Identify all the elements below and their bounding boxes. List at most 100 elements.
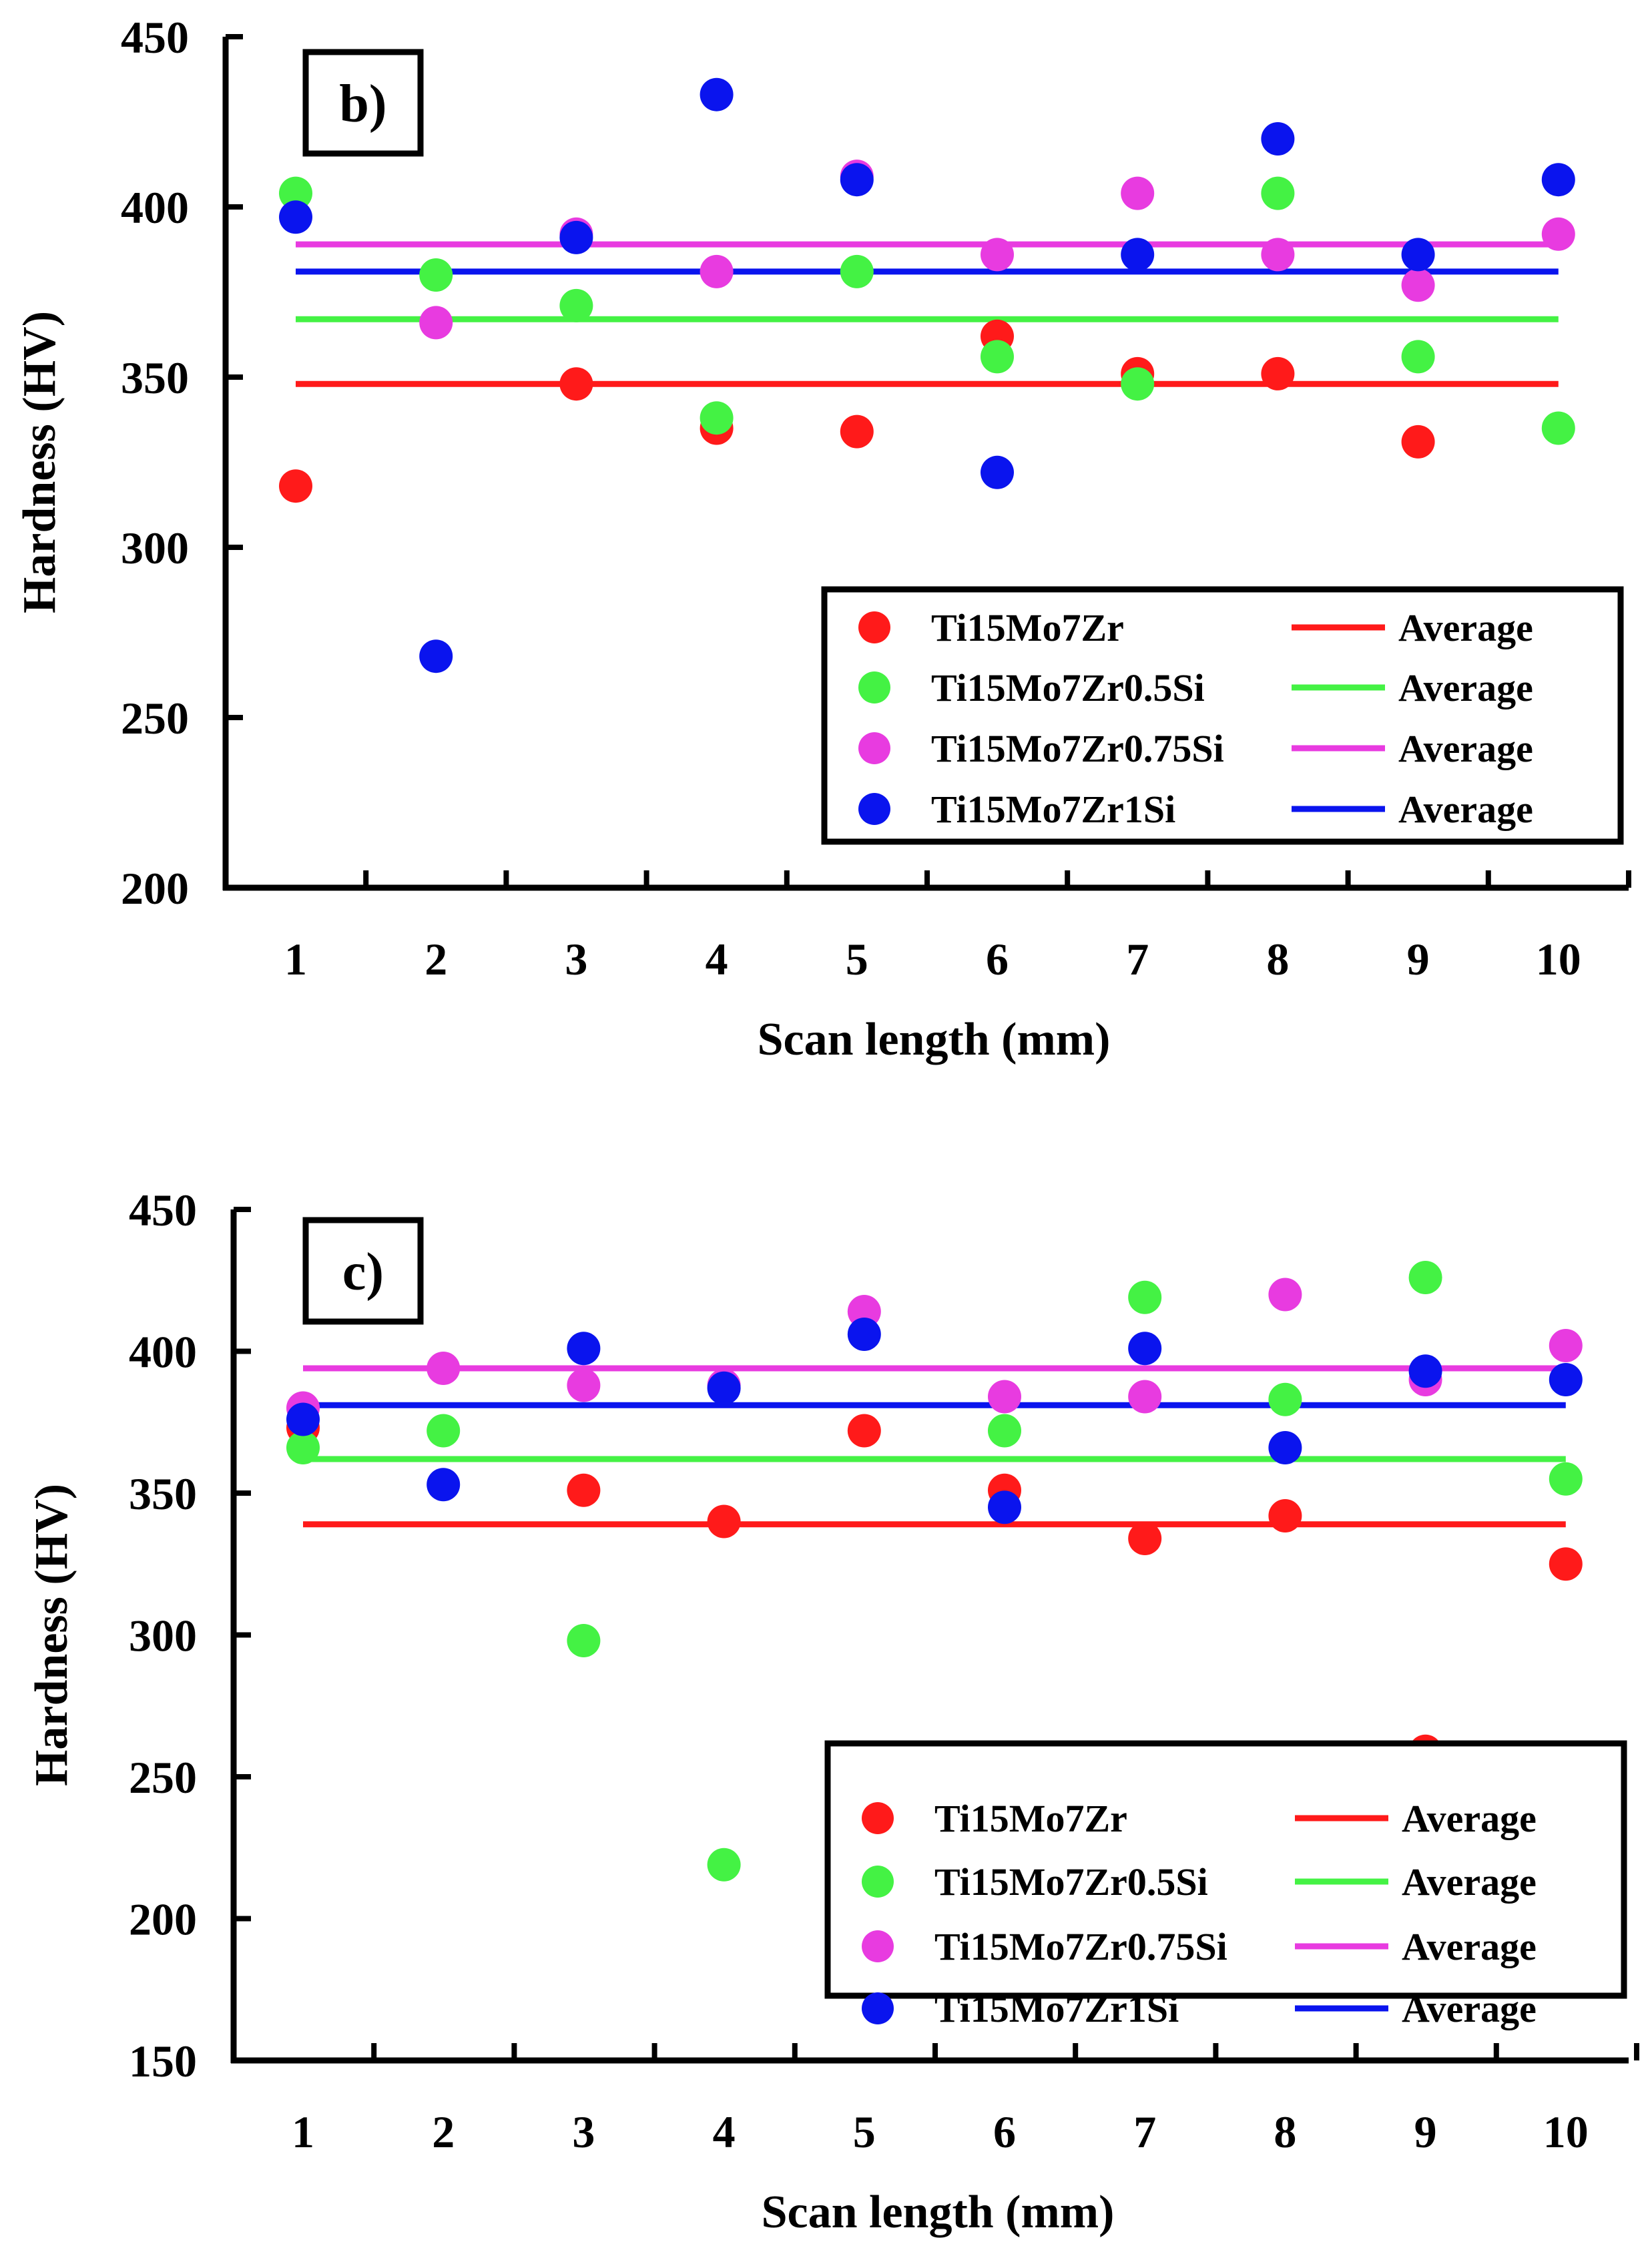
point-Ti15Mo7Zr1Si-7 [1128, 1332, 1162, 1366]
point-Ti15Mo7Zr-4 [707, 1504, 741, 1538]
y-tick-label: 400 [121, 182, 189, 233]
y-axis-title: Hardness (HV) [26, 1484, 77, 1786]
point-Ti15Mo7Zr1Si-4 [707, 1371, 741, 1405]
point-Ti15Mo7Zr0.75Si-10 [1541, 217, 1575, 251]
point-Ti15Mo7Zr0.5Si-7 [1121, 367, 1155, 401]
point-Ti15Mo7Zr0.5Si-10 [1541, 411, 1575, 445]
legend-average-label: Average [1398, 727, 1533, 770]
point-Ti15Mo7Zr1Si-8 [1268, 1431, 1302, 1464]
y-tick-label: 250 [129, 1752, 197, 1803]
point-Ti15Mo7Zr0.5Si-2 [427, 1414, 461, 1448]
point-Ti15Mo7Zr0.5Si-4 [700, 401, 734, 435]
point-Ti15Mo7Zr0.75Si-8 [1261, 238, 1295, 272]
legend-average-label: Average [1402, 1860, 1537, 1904]
legend-average-label: Average [1398, 666, 1533, 710]
point-Ti15Mo7Zr0.75Si-3 [567, 1368, 601, 1402]
point-Ti15Mo7Zr1Si-9 [1401, 238, 1435, 272]
point-Ti15Mo7Zr0.5Si-8 [1261, 176, 1295, 210]
point-Ti15Mo7Zr0.5Si-2 [419, 258, 453, 292]
point-Ti15Mo7Zr1Si-5 [840, 163, 874, 197]
x-tick-label: 9 [1407, 934, 1430, 985]
chart-panel-b: 200 250 300 350 400 450 1 2 3 4 5 6 7 8 9 10 Scan length… [14, 12, 1631, 1065]
panel-label-box [302, 1217, 424, 1325]
legend: Ti15Mo7Zr Average Ti15Mo7Zr0.5Si Average Ti1… [824, 1740, 1627, 2030]
x-tick-label: 10 [1536, 934, 1581, 985]
point-Ti15Mo7Zr0.5Si-1 [286, 1431, 320, 1464]
point-Ti15Mo7Zr-5 [847, 1414, 881, 1448]
x-tick-label: 7 [1133, 2107, 1156, 2157]
x-axis-title: Scan length (mm) [762, 2187, 1115, 2238]
panel-label-box [302, 49, 424, 157]
x-tick-label: 4 [706, 934, 728, 985]
point-Ti15Mo7Zr-1 [279, 469, 312, 503]
point-Ti15Mo7Zr-3 [559, 367, 593, 401]
point-Ti15Mo7Zr0.75Si-7 [1128, 1380, 1162, 1414]
point-Ti15Mo7Zr0.5Si-9 [1408, 1261, 1442, 1294]
point-Ti15Mo7Zr0.75Si-2 [427, 1352, 461, 1385]
point-Ti15Mo7Zr0.5Si-8 [1268, 1382, 1302, 1416]
point-Ti15Mo7Zr-3 [567, 1473, 601, 1507]
point-Ti15Mo7Zr0.75Si-8 [1268, 1278, 1302, 1312]
point-Ti15Mo7Zr-8 [1268, 1499, 1302, 1532]
point-Ti15Mo7Zr1Si-2 [419, 639, 453, 673]
point-Ti15Mo7Zr-10 [1549, 1547, 1583, 1581]
y-tick-label: 300 [129, 1611, 197, 1661]
point-Ti15Mo7Zr0.75Si-10 [1549, 1329, 1583, 1362]
x-tick-label: 3 [565, 934, 587, 985]
point-Ti15Mo7Zr0.5Si-5 [840, 254, 874, 288]
legend-marker-Ti15Mo7Zr0.75Si [858, 732, 890, 764]
legend-label: Ti15Mo7Zr0.5Si [931, 666, 1205, 710]
point-Ti15Mo7Zr1Si-4 [700, 77, 734, 111]
point-Ti15Mo7Zr0.5Si-6 [981, 340, 1014, 374]
point-Ti15Mo7Zr1Si-10 [1541, 163, 1575, 197]
point-Ti15Mo7Zr0.5Si-6 [988, 1414, 1021, 1448]
point-Ti15Mo7Zr0.75Si-7 [1121, 176, 1155, 210]
legend-box [821, 586, 1624, 845]
legend-average-label: Average [1398, 606, 1533, 649]
point-Ti15Mo7Zr0.75Si-4 [700, 254, 734, 288]
y-tick-label: 400 [129, 1327, 197, 1378]
x-tick-label: 8 [1266, 934, 1289, 985]
x-tick-label: 1 [284, 934, 307, 985]
y-tick-label: 450 [121, 12, 189, 63]
y-tick-label: 200 [121, 863, 189, 914]
point-Ti15Mo7Zr0.75Si-6 [988, 1380, 1021, 1414]
x-tick-label: 7 [1126, 934, 1149, 985]
panel-label: b) [339, 75, 386, 133]
panel-label: c) [342, 1243, 384, 1302]
legend-label: Ti15Mo7Zr0.75Si [934, 1925, 1227, 1968]
x-tick-label: 10 [1543, 2107, 1589, 2157]
point-Ti15Mo7Zr1Si-7 [1121, 238, 1155, 272]
point-Ti15Mo7Zr1Si-9 [1408, 1354, 1442, 1388]
legend-marker-Ti15Mo7Zr1Si [858, 793, 890, 825]
legend-label: Ti15Mo7Zr [931, 606, 1124, 649]
x-tick-label: 5 [846, 934, 868, 985]
legend-label: Ti15Mo7Zr [934, 1797, 1127, 1840]
point-Ti15Mo7Zr1Si-8 [1261, 122, 1295, 156]
point-Ti15Mo7Zr1Si-6 [988, 1490, 1021, 1524]
point-Ti15Mo7Zr1Si-2 [427, 1468, 461, 1502]
point-Ti15Mo7Zr0.5Si-1 [279, 176, 312, 210]
point-Ti15Mo7Zr0.75Si-2 [419, 306, 453, 340]
x-axis-title: Scan length (mm) [758, 1014, 1111, 1065]
point-Ti15Mo7Zr-9 [1401, 425, 1435, 459]
point-Ti15Mo7Zr1Si-10 [1549, 1363, 1583, 1396]
x-tick-label: 5 [853, 2107, 876, 2157]
y-axis-title: Hardness (HV) [14, 311, 65, 613]
point-Ti15Mo7Zr-8 [1261, 356, 1295, 390]
point-Ti15Mo7Zr1Si-5 [847, 1318, 881, 1351]
y-tick-label: 250 [121, 693, 189, 744]
point-Ti15Mo7Zr0.5Si-7 [1128, 1280, 1162, 1314]
legend-marker-Ti15Mo7Zr1Si [862, 1992, 894, 2024]
point-Ti15Mo7Zr0.5Si-9 [1401, 340, 1435, 374]
x-tick-label: 3 [572, 2107, 595, 2157]
point-Ti15Mo7Zr0.5Si-3 [559, 288, 593, 322]
x-tick-label: 9 [1414, 2107, 1437, 2157]
x-tick-label: 8 [1274, 2107, 1296, 2157]
point-Ti15Mo7Zr1Si-1 [279, 200, 312, 234]
x-tick-label: 6 [986, 934, 1009, 985]
legend-label: Ti15Mo7Zr1Si [931, 788, 1175, 831]
point-Ti15Mo7Zr1Si-3 [559, 220, 593, 254]
point-Ti15Mo7Zr0.5Si-4 [707, 1848, 741, 1882]
